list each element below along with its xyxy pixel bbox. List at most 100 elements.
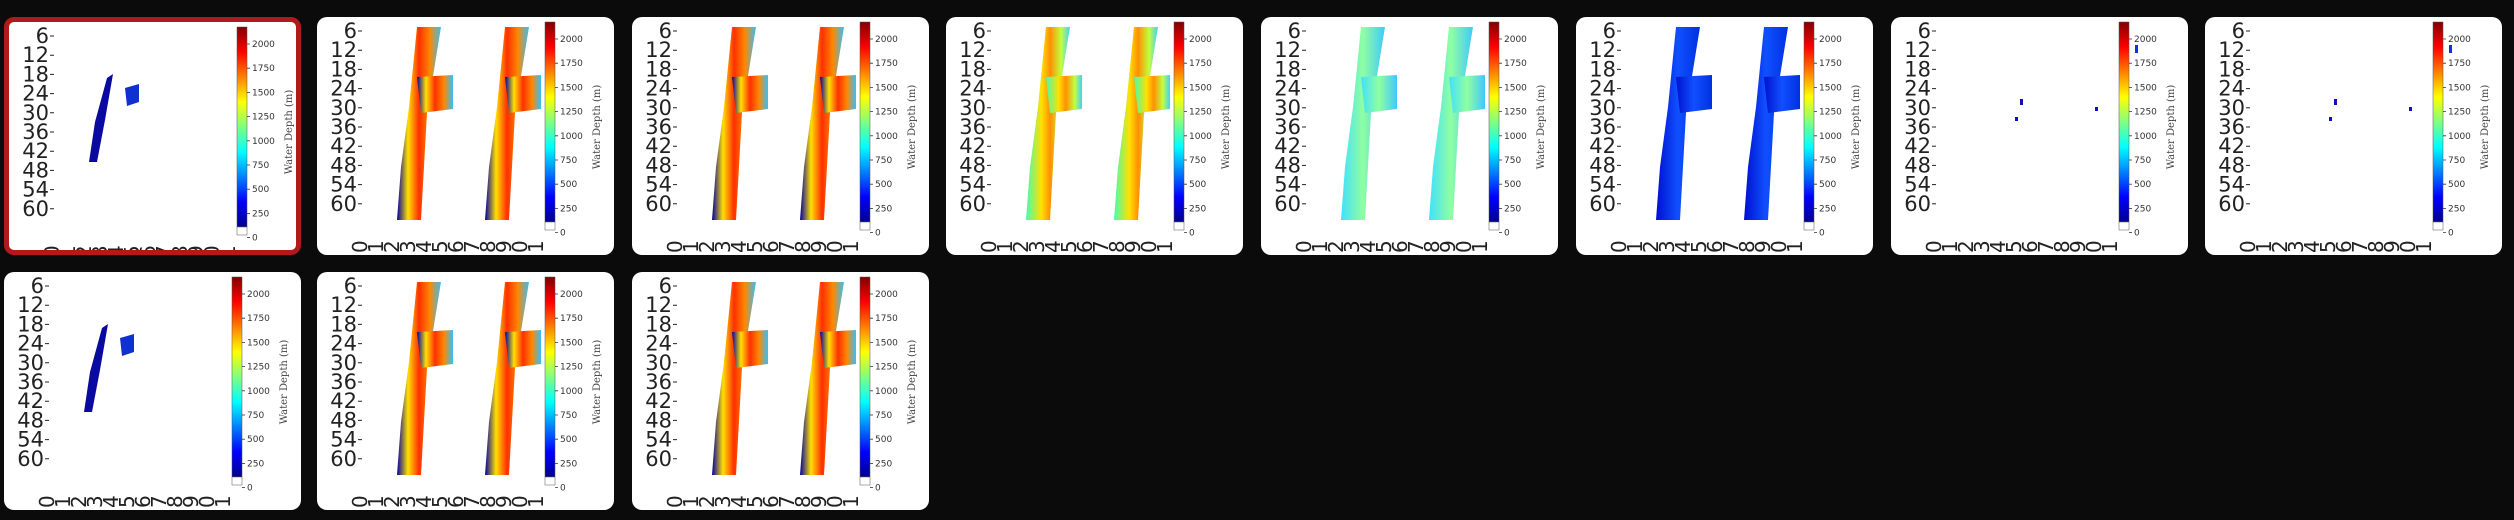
colorbar-tick-label: 1000 [252,137,275,147]
colorbar-label: Water Depth (m) [279,340,290,425]
colorbar-tick-label: 1000 [247,387,270,397]
thumbnail-card[interactable]: 6 12 18 24 30 36 42 48 54 60 0 1 2 3 4 5 6 7 8 9 0 1 2000 1750 1… [4,272,301,510]
thumbnail-card[interactable]: 6 12 18 24 30 36 42 48 54 60 0 1 2 3 4 5 6 7 8 9 0 1 2000 1750 1… [632,272,929,510]
colorbar-tick-label: 1000 [2448,132,2471,142]
y-tick-label: 36 [645,115,672,139]
y-tick-label: 18 [1904,57,1931,81]
colorbar-tick-label: 1500 [560,83,583,93]
thumbnail-card[interactable]: 6 12 18 24 30 36 42 48 54 60 0 1 2 3 4 5 6 7 8 9 0 1 2000 1750 1… [1576,17,1873,255]
y-tick-label: 36 [1589,115,1616,139]
colorbar-tick-label: 1500 [247,338,270,348]
colorbar-tick-label: 750 [1189,156,1206,166]
x-tick-label: 8 [163,495,187,508]
x-tick-label: 3 [396,495,420,508]
y-tick-label: 6 [2232,19,2245,43]
colorbar-tick-label: 0 [875,484,881,494]
x-tick-label: 6 [2018,240,2042,253]
y-tick-label: 42 [1904,134,1931,158]
x-tick-label: 4 [727,495,751,508]
x-tick-label: 3 [711,495,735,508]
x-tick-label: 1 [211,495,235,508]
colorbar [2118,21,2130,223]
y-tick-label: 12 [1589,38,1616,62]
colorbar-tick-label: 250 [252,209,269,219]
y-tick-label: 54 [1274,173,1301,197]
colorbar-tick-label: 750 [1504,156,1521,166]
colorbar-tick-label: 500 [2134,180,2151,190]
thumbnail-card[interactable]: 6 12 18 24 30 36 42 48 54 60 0 1 2 3 4 5 6 7 8 9 0 1 2000 1750 1… [946,17,1243,255]
water-depth-plot: 6121824303642485460012345678901200017501… [2218,19,2491,253]
colorbar-label: Water Depth (m) [1221,85,1232,170]
y-tick-label: 18 [17,312,44,336]
y-tick-label: 24 [1589,77,1616,101]
x-tick-label: 9 [492,495,516,508]
x-tick-label: 6 [1388,240,1412,253]
y-tick-label: 54 [1589,173,1616,197]
colorbar [859,276,871,478]
y-tick-label: 18 [1589,57,1616,81]
colorbar-tick-label: 250 [1504,204,1521,214]
thumbnail-card[interactable]: 6 12 18 24 30 36 42 48 54 60 0 1 2 3 4 5 6 7 8 9 0 1 2000 1750 1… [2205,17,2502,255]
colorbar-tick-label: 1500 [875,338,898,348]
colorbar-tick-label: 1250 [1504,108,1527,118]
thumbnail-card[interactable]: 6 12 18 24 30 36 42 48 54 60 0 1 2 3 4 5 6 7 8 9 0 1 2000 1750 1… [317,17,614,255]
y-tick-label: 6 [659,19,672,43]
x-tick-label: 0 [348,240,372,253]
x-tick-label: 0 [1452,240,1476,253]
colorbar-label: Water Depth (m) [907,340,918,425]
y-tick-label: 54 [22,178,49,202]
colorbar-tick-label: 1750 [560,59,583,69]
colorbar-tick-label: 1250 [2448,108,2471,118]
x-tick-label: 0 [663,240,687,253]
x-tick-label: 1 [2098,240,2122,253]
water-depth-plot: 6121824303642485460012345678901200017501… [22,24,295,255]
x-tick-label: 1 [1783,240,1807,253]
x-tick-label: 4 [1986,240,2010,253]
colorbar-tick-label: 1000 [560,132,583,142]
x-tick-label: 1 [364,495,388,508]
x-tick-label: 0 [200,245,224,255]
thumbnail-card[interactable]: 6 12 18 24 30 36 42 48 54 60 0 1 2 3 4 5 6 7 8 9 0 1 2000 1750 1… [4,17,301,255]
x-tick-label: 4 [412,495,436,508]
thumbnail-card[interactable]: 6 12 18 24 30 36 42 48 54 60 0 1 2 3 4 5 6 7 8 9 0 1 2000 1750 1… [1891,17,2188,255]
y-tick-label: 36 [330,115,357,139]
x-tick-label: 2 [1324,240,1348,253]
y-tick-label: 6 [344,274,357,298]
colorbar-tick-label: 750 [1819,156,1836,166]
thumbnail-card[interactable]: 6 12 18 24 30 36 42 48 54 60 0 1 2 3 4 5 6 7 8 9 0 1 2000 1750 1… [317,272,614,510]
y-tick-label: 24 [22,82,49,106]
thumbnail-card[interactable]: 6 12 18 24 30 36 42 48 54 60 0 1 2 3 4 5 6 7 8 9 0 1 2000 1750 1… [632,17,929,255]
x-tick-label: 3 [83,495,107,508]
x-tick-label: 9 [2380,240,2404,253]
x-tick-label: 5 [1057,240,1081,253]
thumbnail-card[interactable]: 6 12 18 24 30 36 42 48 54 60 0 1 2 3 4 5 6 7 8 9 0 1 2000 1750 1… [1261,17,1558,255]
x-tick-label: 6 [1703,240,1727,253]
y-tick-label: 6 [1288,19,1301,43]
colorbar-tick-label: 1750 [247,314,270,324]
colorbar-tick-label: 250 [560,459,577,469]
y-tick-label: 60 [959,192,986,216]
x-tick-label: 1 [216,245,240,255]
y-tick-label: 48 [17,408,44,432]
x-tick-label: 5 [743,240,767,253]
x-tick-label: 1 [679,495,703,508]
x-tick-label: 2 [380,240,404,253]
x-tick-label: 0 [348,495,372,508]
colorbar-tick-label: 1250 [560,363,583,373]
y-tick-label: 48 [645,153,672,177]
colorbar [2432,21,2444,223]
colorbar-tick-label: 0 [1189,229,1195,239]
colorbar-tick-label: 1750 [1504,59,1527,69]
y-tick-label: 36 [2218,115,2245,139]
x-tick-label: 0 [35,495,59,508]
x-tick-label: 7 [1089,240,1113,253]
colorbar-tick-label: 750 [560,411,577,421]
x-tick-label: 0 [1292,240,1316,253]
y-tick-label: 18 [645,312,672,336]
y-tick-label: 30 [1589,96,1616,120]
y-tick-label: 60 [330,192,357,216]
x-tick-label: 4 [1671,240,1695,253]
x-tick-label: 3 [1970,240,1994,253]
colorbar-tick-label: 1250 [252,113,275,123]
y-tick-label: 54 [330,173,357,197]
